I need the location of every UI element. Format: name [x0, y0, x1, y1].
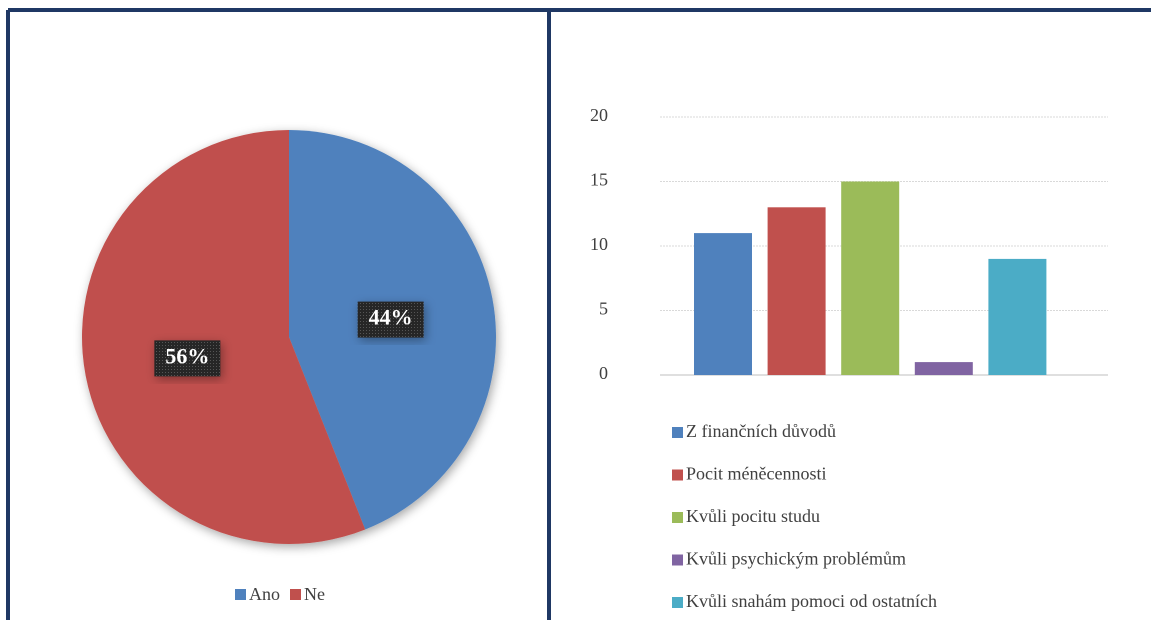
label-box [357, 301, 424, 338]
legend-swatch [290, 589, 301, 600]
y-tick-label: 15 [590, 170, 608, 190]
bar [841, 181, 900, 375]
legend-label: Z finančních důvodů [686, 421, 836, 441]
legend-swatch [672, 469, 683, 481]
y-tick-label: 20 [590, 105, 608, 125]
legend-label: Ano [249, 584, 280, 604]
legend-label: Kvůli psychickým problémům [686, 549, 906, 569]
legend-swatch [672, 512, 683, 523]
legend-label: Ne [304, 584, 325, 604]
y-tick-label: 0 [599, 363, 608, 383]
legend-label: Kvůli snahám pomoci od ostatních [686, 591, 937, 611]
pie-slice [82, 130, 366, 545]
legend-swatch [672, 597, 683, 608]
pie [82, 130, 497, 545]
legend-swatch [672, 427, 683, 438]
label-box [154, 340, 221, 377]
y-tick-label: 10 [590, 234, 608, 254]
bar [767, 207, 826, 375]
legend-label: Pocit méněcennosti [686, 464, 826, 484]
data-label: 56% [165, 343, 209, 368]
bar [988, 258, 1047, 375]
legend-label: Kvůli pocitu studu [686, 506, 820, 526]
legend-swatch [235, 589, 246, 600]
legend-swatch [672, 554, 683, 566]
bar [694, 233, 752, 375]
bar [914, 362, 973, 375]
y-tick-label: 5 [599, 299, 608, 319]
data-label: 44% [369, 305, 413, 330]
